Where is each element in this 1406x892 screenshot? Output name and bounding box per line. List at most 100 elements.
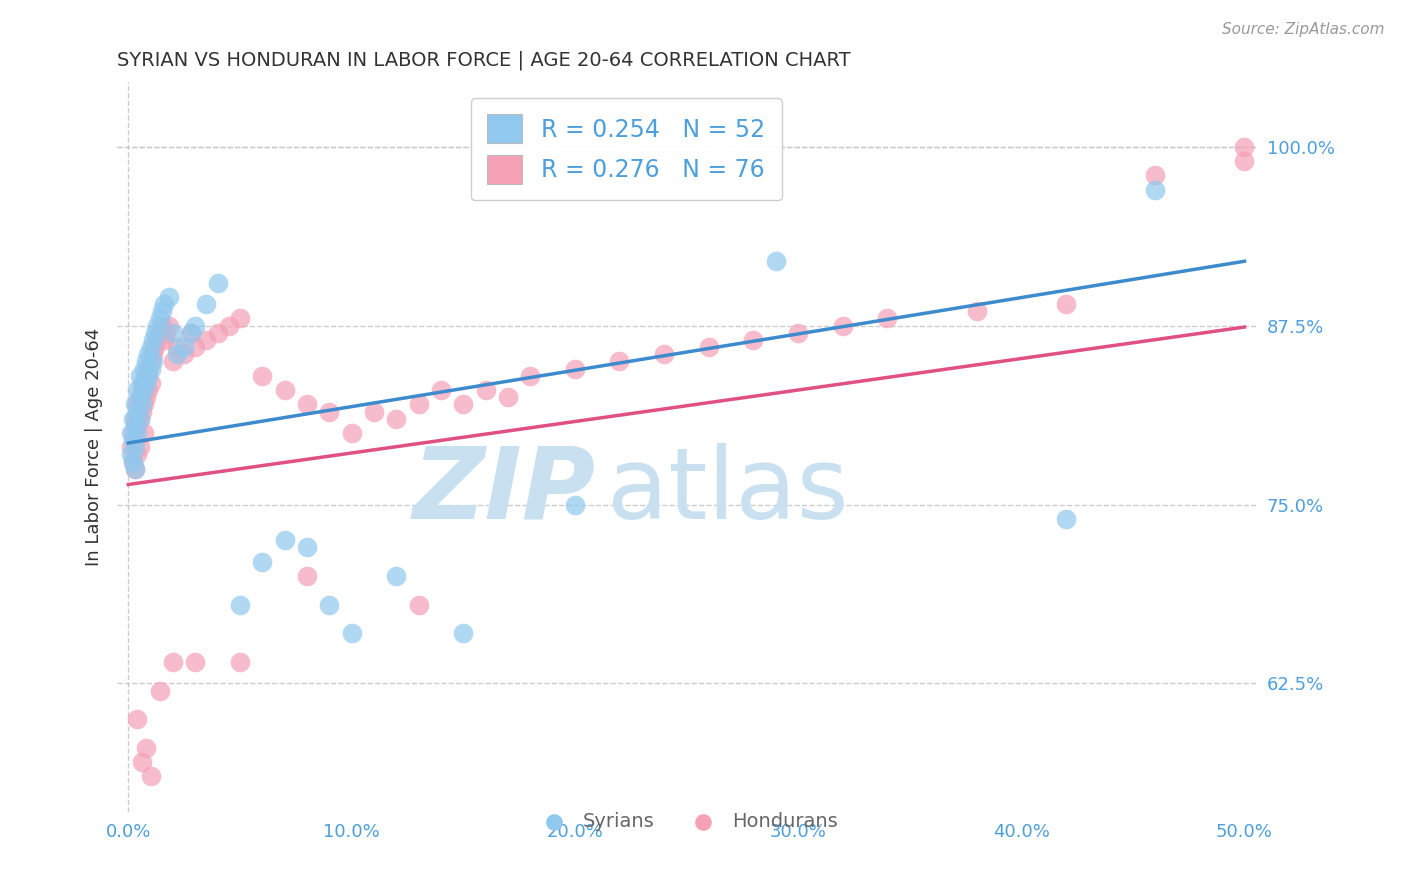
- Text: ZIP: ZIP: [412, 442, 595, 540]
- Point: [127, 397, 149, 411]
- Point: [295, 541, 318, 555]
- Point: [127, 383, 149, 397]
- Y-axis label: In Labor Force | Age 20-64: In Labor Force | Age 20-64: [86, 328, 103, 566]
- Point: [318, 404, 340, 418]
- Point: [127, 712, 149, 726]
- Point: [150, 304, 173, 318]
- Point: [143, 340, 166, 354]
- Point: [1144, 183, 1167, 197]
- Point: [142, 347, 165, 361]
- Point: [150, 318, 173, 333]
- Point: [131, 383, 153, 397]
- Point: [127, 425, 149, 440]
- Point: [451, 397, 474, 411]
- Point: [132, 397, 155, 411]
- Point: [128, 390, 150, 404]
- Point: [229, 655, 252, 669]
- Point: [697, 340, 720, 354]
- Point: [153, 297, 176, 311]
- Point: [132, 361, 155, 376]
- Point: [173, 340, 195, 354]
- Point: [1144, 169, 1167, 183]
- Point: [143, 326, 166, 340]
- Point: [153, 333, 176, 347]
- Point: [252, 368, 274, 383]
- Point: [142, 333, 165, 347]
- Point: [120, 447, 142, 461]
- Point: [408, 598, 430, 612]
- Point: [385, 569, 408, 583]
- Point: [609, 354, 631, 368]
- Point: [121, 454, 143, 468]
- Point: [127, 418, 149, 433]
- Point: [139, 354, 162, 368]
- Point: [765, 254, 787, 268]
- Legend: Syrians, Hondurans: Syrians, Hondurans: [527, 805, 846, 839]
- Point: [135, 740, 157, 755]
- Point: [132, 383, 155, 397]
- Point: [120, 425, 142, 440]
- Point: [184, 655, 207, 669]
- Point: [195, 333, 218, 347]
- Point: [340, 425, 363, 440]
- Point: [124, 418, 146, 433]
- Point: [652, 347, 675, 361]
- Point: [966, 304, 988, 318]
- Point: [207, 276, 229, 290]
- Point: [184, 340, 207, 354]
- Point: [135, 376, 157, 390]
- Point: [124, 397, 146, 411]
- Point: [831, 318, 853, 333]
- Point: [142, 354, 165, 368]
- Point: [180, 326, 202, 340]
- Point: [135, 390, 157, 404]
- Point: [876, 311, 898, 326]
- Point: [318, 598, 340, 612]
- Text: atlas: atlas: [607, 442, 848, 540]
- Point: [131, 404, 153, 418]
- Point: [195, 297, 218, 311]
- Point: [184, 318, 207, 333]
- Point: [121, 425, 143, 440]
- Point: [138, 361, 160, 376]
- Point: [135, 368, 157, 383]
- Point: [363, 404, 385, 418]
- Point: [496, 390, 519, 404]
- Point: [173, 347, 195, 361]
- Point: [139, 769, 162, 783]
- Point: [124, 440, 146, 454]
- Point: [124, 433, 146, 447]
- Point: [155, 326, 177, 340]
- Point: [252, 555, 274, 569]
- Point: [157, 290, 180, 304]
- Point: [295, 569, 318, 583]
- Point: [149, 311, 172, 326]
- Point: [121, 433, 143, 447]
- Text: SYRIAN VS HONDURAN IN LABOR FORCE | AGE 20-64 CORRELATION CHART: SYRIAN VS HONDURAN IN LABOR FORCE | AGE …: [117, 51, 851, 70]
- Point: [120, 440, 142, 454]
- Point: [138, 347, 160, 361]
- Point: [162, 655, 184, 669]
- Point: [166, 340, 188, 354]
- Point: [149, 326, 172, 340]
- Point: [1054, 512, 1077, 526]
- Point: [131, 755, 153, 769]
- Point: [135, 354, 157, 368]
- Point: [131, 376, 153, 390]
- Point: [127, 404, 149, 418]
- Point: [430, 383, 453, 397]
- Point: [273, 533, 295, 548]
- Point: [138, 383, 160, 397]
- Point: [146, 333, 169, 347]
- Point: [1233, 140, 1256, 154]
- Point: [124, 461, 146, 475]
- Point: [121, 454, 143, 468]
- Point: [124, 411, 146, 425]
- Point: [218, 318, 240, 333]
- Point: [1054, 297, 1077, 311]
- Point: [149, 683, 172, 698]
- Point: [742, 333, 765, 347]
- Point: [121, 411, 143, 425]
- Point: [162, 326, 184, 340]
- Point: [180, 326, 202, 340]
